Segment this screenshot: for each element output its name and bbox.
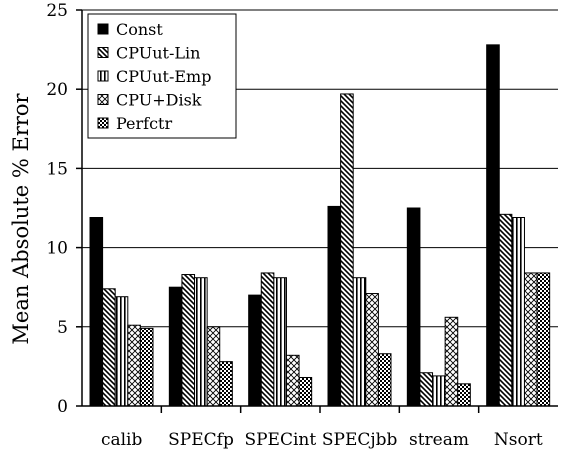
bar-cpu-disk-calib	[127, 324, 141, 407]
bar-cpu-disk-nsort	[523, 272, 538, 407]
legend-swatch	[97, 70, 109, 82]
bar-cpuut-lin-specjbb	[340, 93, 354, 407]
bar-cpu-disk-stream	[444, 316, 459, 407]
y-tick-label: 10	[46, 239, 68, 259]
y-axis-label: Mean Absolute % Error	[9, 92, 33, 344]
bar-perfctr-calib	[139, 327, 154, 407]
legend-swatch	[97, 23, 109, 35]
legend-swatch	[97, 117, 109, 129]
bar-const-specjbb	[327, 205, 342, 407]
bar-perfctr-stream	[457, 383, 471, 407]
bar-const-stream	[406, 207, 421, 407]
bar-cpu-disk-specjbb	[365, 293, 379, 407]
legend-swatch	[97, 47, 109, 58]
x-category-label: calib	[101, 430, 143, 450]
legend-swatch	[97, 94, 109, 105]
legend-box	[87, 13, 237, 139]
bar-cpuut-emp-calib	[114, 296, 129, 407]
x-category-label: SPECfp	[168, 430, 234, 450]
x-category-label: SPECjbb	[322, 430, 398, 450]
x-category-label: stream	[409, 430, 469, 450]
x-category-label: SPECint	[244, 430, 316, 450]
bar-perfctr-specjbb	[377, 353, 392, 407]
bar-cpu-disk-specint	[285, 354, 300, 407]
bar-const-specfp	[168, 286, 183, 407]
bar-cpuut-emp-specjbb	[352, 277, 367, 407]
bar-const-calib	[89, 217, 104, 407]
legend-label: CPUut-Lin	[116, 44, 200, 63]
y-tick-label: 5	[57, 318, 68, 338]
legend: Const CPUut-Lin CPUut-Emp CPU+Disk Perfctr	[87, 13, 237, 139]
y-tick-label: 25	[46, 1, 68, 21]
legend-label: Perfctr	[116, 114, 172, 133]
bar-cpuut-emp-specfp	[194, 277, 208, 407]
bar-perfctr-nsort	[536, 272, 551, 407]
y-tick-label: 15	[46, 159, 68, 179]
y-axis-ticks: 0 5 10 15 20 25	[46, 1, 82, 417]
bar-cpuut-emp-nsort	[511, 217, 525, 407]
bar-cpuut-lin-nsort	[498, 213, 513, 407]
legend-label: CPUut-Emp	[116, 67, 211, 86]
bar-cpuut-lin-calib	[102, 288, 116, 407]
bar-cpuut-lin-stream	[419, 372, 434, 407]
x-category-label: Nsort	[494, 430, 543, 450]
bar-const-specint	[248, 294, 262, 407]
bar-cpuut-lin-specint	[260, 272, 275, 407]
bar-cpuut-emp-specint	[273, 277, 287, 407]
x-axis-categories: calib SPECfp SPECint SPECjbb stream Nsort	[101, 406, 543, 450]
y-tick-label: 0	[57, 397, 68, 417]
y-tick-label: 20	[46, 80, 68, 100]
bar-const-nsort	[486, 44, 500, 407]
legend-label: Const	[116, 20, 163, 39]
bar-perfctr-specfp	[219, 361, 233, 407]
bar-cpu-disk-specfp	[206, 326, 221, 407]
bar-cpuut-lin-specfp	[181, 274, 196, 407]
bar-perfctr-specint	[298, 376, 313, 407]
legend-label: CPU+Disk	[116, 91, 202, 110]
bar-cpuut-emp-stream	[432, 375, 446, 407]
